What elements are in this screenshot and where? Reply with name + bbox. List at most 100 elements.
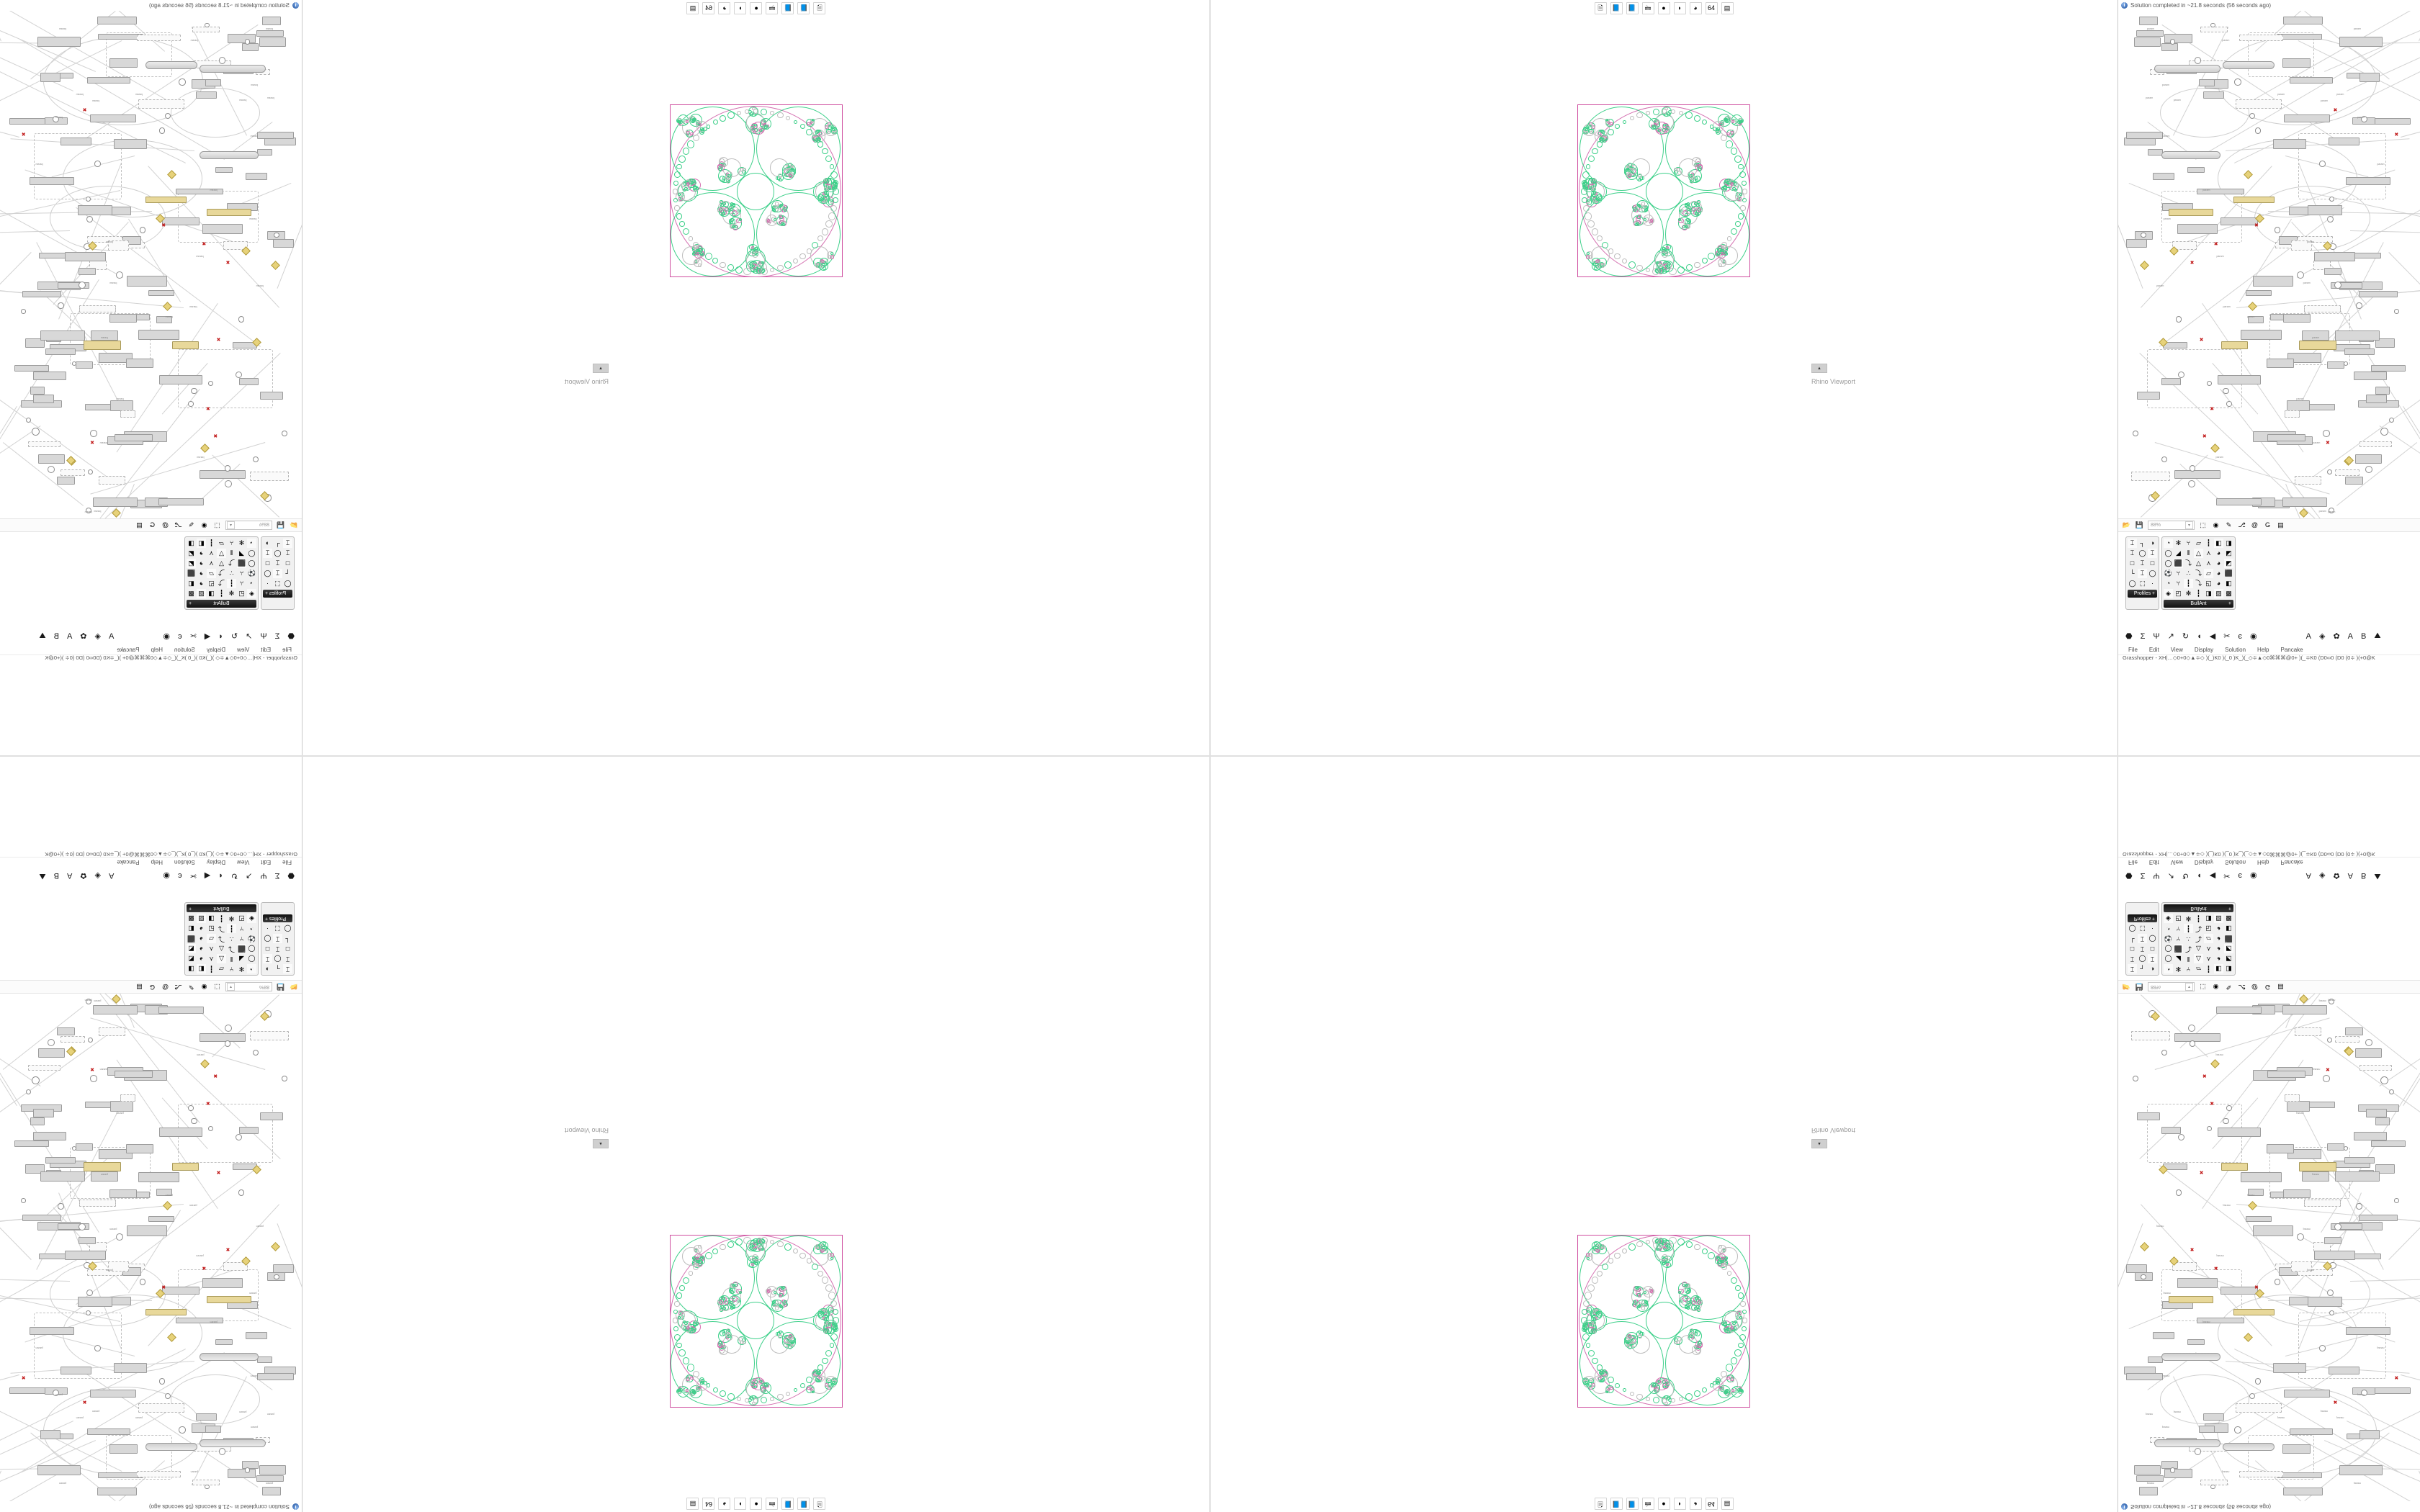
gh-component[interactable] <box>2134 1465 2161 1475</box>
palette-item[interactable]: ◢ <box>2176 955 2181 963</box>
menu-edit[interactable]: Edit <box>2148 859 2159 865</box>
maths-icon[interactable]: Σ <box>2140 631 2146 641</box>
gh-canvas-toolbar[interactable]: 📂 💾 88% ▾ ⬚ ◉ ✎ ⎇ @ G ▤ <box>0 518 302 532</box>
zoom-level-combo[interactable]: 88% ▾ <box>2148 521 2195 530</box>
gh-param-node[interactable] <box>253 1049 259 1056</box>
vector-icon[interactable]: ↗ <box>2167 632 2174 641</box>
gh-component[interactable] <box>238 378 259 385</box>
gh-param-node[interactable] <box>2274 227 2281 233</box>
notepad-icon[interactable]: 📘 <box>797 1498 810 1511</box>
gh-number-slider[interactable] <box>2223 61 2275 69</box>
gh-number-slider[interactable] <box>2161 151 2220 159</box>
gh-component[interactable] <box>2246 1215 2272 1222</box>
gh-component[interactable] <box>45 1157 76 1164</box>
gh-param-node[interactable] <box>88 1037 94 1043</box>
text-a-icon[interactable]: A <box>66 631 73 641</box>
palette-item[interactable]: ⬛ <box>2224 935 2233 942</box>
flower-icon[interactable]: ✿ <box>2333 632 2340 641</box>
gh-canvas-toolbar[interactable]: 📂 💾 88% ▾ ⬚ ◉ ✎ ⎇ @ G ▤ <box>2118 518 2420 532</box>
transform-icon[interactable]: є <box>177 631 182 641</box>
at-icon[interactable]: @ <box>2251 521 2259 528</box>
gh-component[interactable] <box>2298 235 2333 243</box>
palette-item[interactable]: ⚽ <box>247 570 256 577</box>
palette-item[interactable]: ▱ <box>207 934 216 943</box>
gh-param-node[interactable] <box>2223 387 2230 395</box>
menu-view[interactable]: View <box>237 647 250 653</box>
palette-item[interactable]: ▩ <box>188 915 194 922</box>
palette-item[interactable]: ⋏ <box>209 945 214 953</box>
gh-component[interactable] <box>2345 1027 2363 1035</box>
palette-profiles[interactable]: ⌶ ┐ ◑ ⌶ ◯ ⌶ □ ⌶ □ └ ⌶ ◯ ◯ ⬚ · Profiles + <box>2125 536 2159 610</box>
palette-item[interactable]: ◕ <box>2216 580 2221 587</box>
palette-item[interactable]: ⤵ <box>2184 559 2192 567</box>
palette-item[interactable]: ⌶ <box>263 954 272 963</box>
taskbar-tray-top[interactable]: 🗎 📘 📘 🖮 ● ◗ ◕ 64 ▤ <box>302 0 1210 16</box>
gh-param-node[interactable] <box>47 1039 55 1047</box>
gh-component-warning[interactable] <box>207 209 251 216</box>
gh-component[interactable] <box>2287 1101 2311 1112</box>
gh-param-node[interactable] <box>188 1105 194 1111</box>
palette-item[interactable]: ⑂ <box>239 935 244 942</box>
bullant-a-icon[interactable]: A <box>109 631 115 641</box>
palette-item[interactable]: ⌶ <box>263 549 272 558</box>
gh-component[interactable] <box>2267 359 2294 369</box>
gh-component[interactable] <box>2282 1004 2327 1014</box>
gh-number-slider[interactable] <box>200 1353 259 1361</box>
palette-item[interactable]: ◱ <box>208 925 215 932</box>
palette-item[interactable]: ◔ <box>2166 925 2171 932</box>
gh-component[interactable] <box>250 1030 289 1041</box>
gh-component[interactable] <box>2282 498 2327 508</box>
gh-component[interactable] <box>57 477 75 485</box>
gh-param-node[interactable] <box>244 1467 251 1473</box>
gh-group[interactable] <box>2298 133 2386 199</box>
palette-item[interactable]: ✻ <box>2185 590 2192 597</box>
gh-component[interactable] <box>2247 316 2264 323</box>
gh-component[interactable] <box>2326 361 2345 369</box>
gh-component[interactable] <box>2354 1254 2382 1260</box>
gh-component[interactable] <box>2152 173 2174 180</box>
palette-item[interactable]: ▱ <box>2204 934 2213 943</box>
gh-component[interactable] <box>2273 1362 2307 1373</box>
gh-number-slider[interactable] <box>2161 1353 2220 1361</box>
gh-param-node[interactable] <box>2210 22 2215 28</box>
palette-item[interactable]: ⑂ <box>2176 580 2181 587</box>
gh-component[interactable] <box>2164 1468 2192 1478</box>
palette-item[interactable]: ◕ <box>199 935 204 942</box>
gh-param-node[interactable] <box>2194 57 2202 64</box>
component-palettes[interactable]: ⌶ ┐ ◑ ⌶ ◯ ⌶ □ ⌶ □ └ ⌶ ◯ ◯ ⬚ · Profiles + ◔ ✻ ⑂ ▱ ┇ ◧ ◨ ◯ ◢ ⦀ △ ⋏ ◕ ◩ ◯ ⬛… <box>2125 536 2236 610</box>
gh-component[interactable] <box>93 1004 138 1014</box>
palette-item[interactable]: ┇ <box>2184 579 2193 588</box>
gh-param-node[interactable] <box>282 430 287 436</box>
palette-item[interactable]: ◨ <box>2205 915 2212 922</box>
notepad-icon[interactable]: 📘 <box>797 1 810 14</box>
gh-param-node[interactable] <box>2188 1025 2196 1032</box>
gh-param-node[interactable] <box>274 233 279 238</box>
palette-item[interactable]: ┇ <box>219 590 224 597</box>
gh-node-marker[interactable] <box>2248 302 2258 312</box>
gh-group[interactable] <box>2161 1269 2242 1321</box>
palette-item[interactable]: ⑂ <box>239 925 244 932</box>
palette-item[interactable]: ◢ <box>2176 549 2181 557</box>
palette-item[interactable]: ⋏ <box>2206 945 2211 953</box>
palette-item[interactable]: ⌶ <box>2140 945 2145 953</box>
gh-definition-canvas[interactable]: ✖ ✖ ✖ ✖ ✖ ✖ ✖ ✖ ✖ param param param param param param p… <box>2118 994 2420 1501</box>
gh-component[interactable] <box>205 1426 221 1434</box>
at-icon[interactable]: @ <box>161 984 169 991</box>
gh-component[interactable] <box>2236 1403 2282 1413</box>
palette-item[interactable]: ┐ <box>2140 966 2145 973</box>
menu-pancake[interactable]: Pancake <box>117 859 140 865</box>
gh-component[interactable] <box>2354 1131 2388 1141</box>
flower-icon[interactable]: ✿ <box>2333 871 2340 880</box>
palette-item[interactable]: ◰ <box>238 590 245 597</box>
surface-icon[interactable]: ◖ <box>2197 631 2202 641</box>
palette-item[interactable]: ⬚ <box>2139 925 2146 932</box>
gh-category-ribbon[interactable]: ⬣ Σ Ψ ↗ ↻ ◖ ◀ ✂ є ◉ A ◈ ✿ A B ⛰ <box>2118 870 2420 882</box>
transform-icon[interactable]: є <box>2238 871 2243 881</box>
palette-item[interactable]: ⌶ <box>2128 539 2137 548</box>
gh-param-node[interactable] <box>2388 1089 2394 1095</box>
palette-item[interactable]: ⬚ <box>274 925 281 932</box>
palette-item[interactable]: ⬛ <box>2174 944 2183 953</box>
gh-component[interactable] <box>2306 404 2335 410</box>
palette-item[interactable]: △ <box>219 945 224 953</box>
palette-item[interactable]: ◕ <box>2216 955 2221 963</box>
